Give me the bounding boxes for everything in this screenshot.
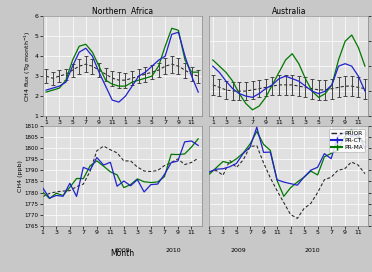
Title: Northern  Africa: Northern Africa [92, 7, 153, 16]
Text: 2010: 2010 [305, 248, 321, 253]
Y-axis label: CH4 (ppb): CH4 (ppb) [18, 160, 23, 192]
Title: Australia: Australia [272, 7, 306, 16]
Legend: PRIOR, PR-CT, PR-MA: PRIOR, PR-CT, PR-MA [329, 129, 365, 152]
Text: 2009: 2009 [230, 248, 246, 253]
Text: 2009: 2009 [114, 248, 130, 253]
X-axis label: Month: Month [110, 249, 134, 258]
Y-axis label: CH4 flux (Tg month$^{-1}$): CH4 flux (Tg month$^{-1}$) [23, 30, 33, 102]
Text: 2010: 2010 [165, 248, 181, 253]
